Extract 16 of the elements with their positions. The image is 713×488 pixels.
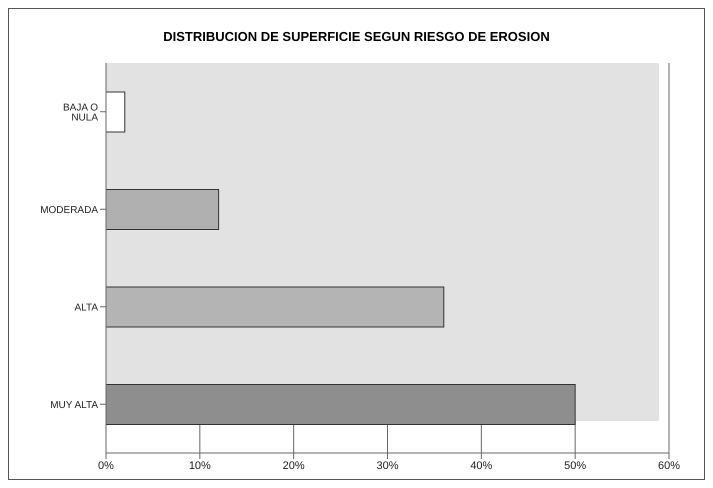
x-tick-label: 40%	[470, 460, 493, 472]
x-tick-label: 30%	[376, 460, 399, 472]
x-tick-label: 0%	[98, 460, 114, 472]
y-tick-label: MODERADA	[40, 204, 98, 216]
x-tick-label: 20%	[282, 460, 305, 472]
y-tick-label: BAJA O NULA	[62, 102, 98, 124]
bar	[106, 286, 444, 328]
x-tick-label: 10%	[188, 460, 212, 472]
bar	[106, 189, 220, 230]
bar	[106, 92, 126, 132]
y-tick-label: MUY ALTA	[50, 400, 98, 411]
bar	[106, 384, 576, 425]
x-tick-label: 50%	[564, 460, 586, 472]
y-tick-label: ALTA	[74, 302, 98, 314]
x-tick-label: 60%	[658, 460, 680, 472]
chart-title: DISTRIBUCION DE SUPERFICIE SEGUN RIESGO DE EROSION	[162, 28, 551, 46]
